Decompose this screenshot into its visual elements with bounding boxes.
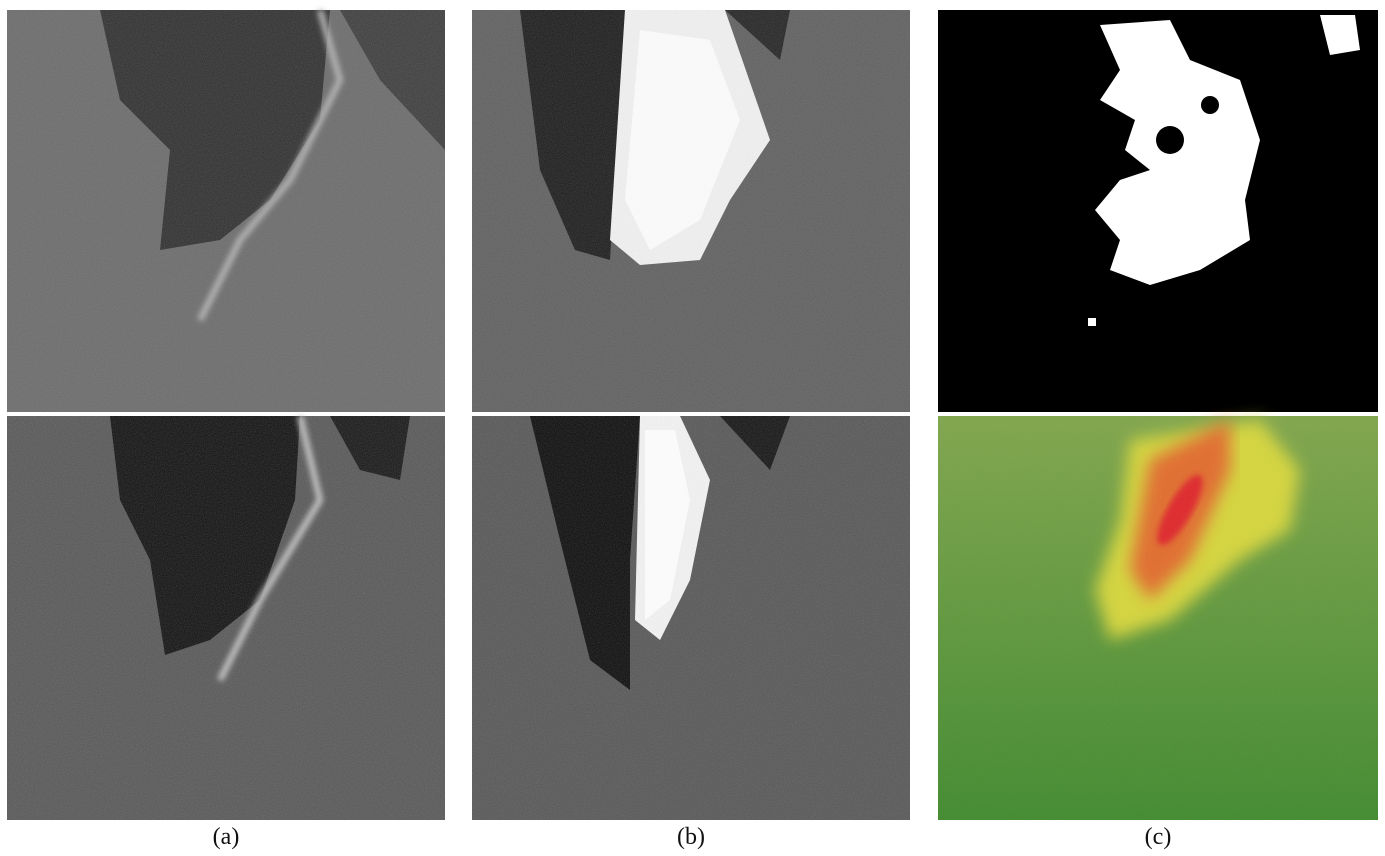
panel-label: (b) <box>641 824 741 851</box>
image-grid <box>0 0 1385 830</box>
sar-image-a1 <box>7 10 445 412</box>
elevation-map <box>938 416 1378 820</box>
sar-image-a2 <box>7 416 445 820</box>
sar-image-b2 <box>472 416 910 820</box>
panel-label: (c) <box>1108 824 1208 851</box>
sar-image-b1 <box>472 10 910 412</box>
panel-label: (a) <box>176 824 276 851</box>
figure: (a) (b) (c) <box>0 0 1385 856</box>
landslide-mask <box>938 10 1378 412</box>
